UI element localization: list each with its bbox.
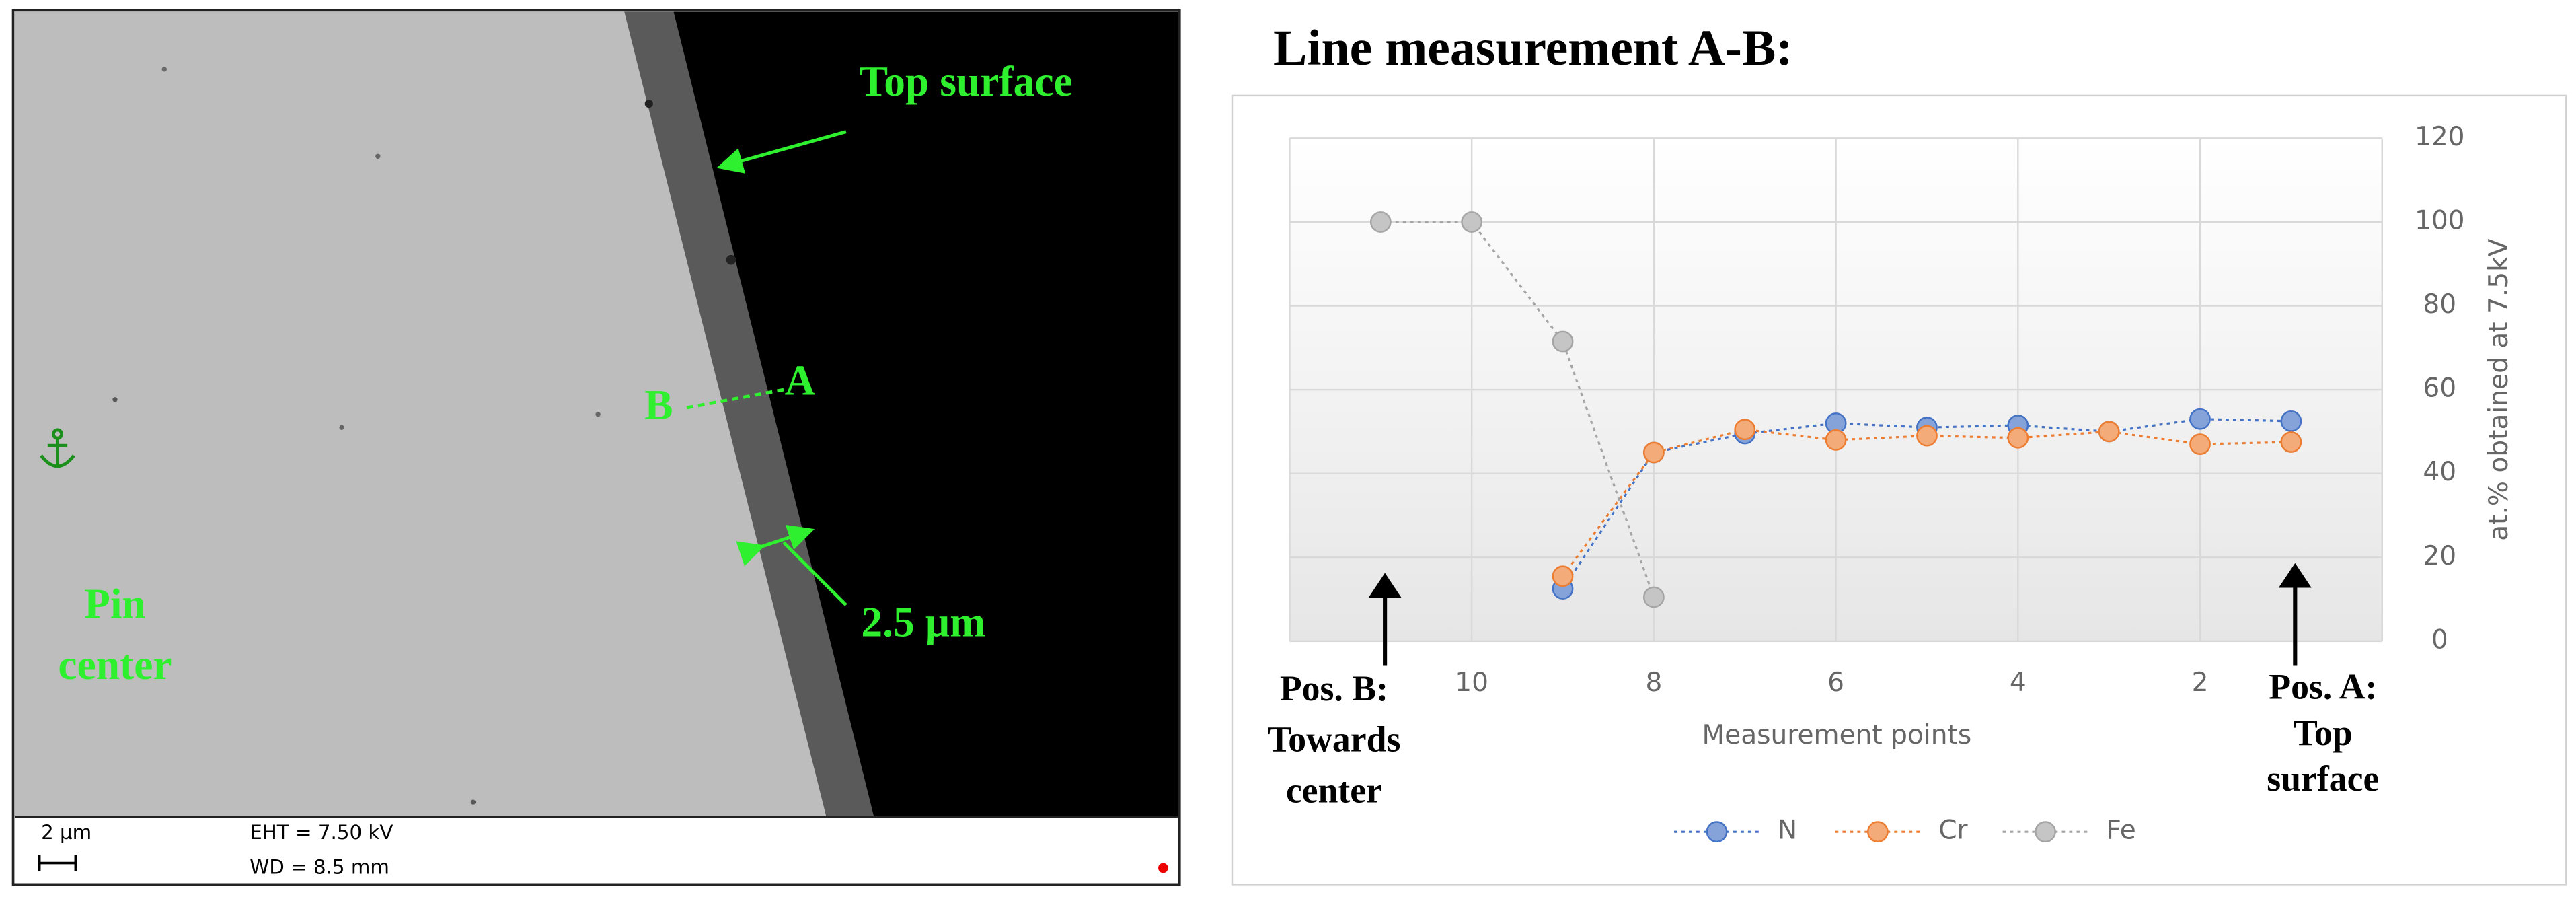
image-label: center: [58, 641, 172, 688]
sem-image: Top surface A B 2.5 µm Pin center 2 µm E…: [11, 9, 1181, 886]
image-label: A: [785, 356, 816, 404]
x-tick-label: 6: [1827, 668, 1844, 698]
legend-marker: [1706, 821, 1728, 843]
image-label: Top surface: [860, 57, 1073, 105]
data-point: [1461, 211, 1483, 233]
info-text: WD = 8.5 mm: [250, 855, 389, 878]
series-line: [1380, 221, 1655, 598]
data-point: [2280, 410, 2302, 432]
y-tick-label: 120: [2415, 122, 2465, 152]
y-tick-label: 0: [2431, 624, 2448, 655]
legend-label: N: [1778, 816, 1797, 846]
x-tick-label: 10: [1455, 668, 1488, 698]
y-tick-label: 20: [2423, 541, 2456, 571]
y-axis-label: at.% obtained at 7.5kV: [2484, 238, 2514, 541]
annotation: Pos. B:: [1280, 668, 1388, 709]
legend-label: Cr: [1938, 816, 1968, 846]
legend-marker: [2035, 821, 2056, 843]
y-tick-label: 80: [2423, 289, 2456, 320]
annotation: Towards: [1267, 719, 1400, 760]
legend-marker: [1867, 821, 1889, 843]
x-axis-label: Measurement points: [1702, 720, 1971, 750]
data-point: [1552, 330, 1574, 353]
info-text: EHT = 7.50 kV: [250, 821, 393, 844]
annotation: Pos. A:: [2269, 666, 2377, 707]
y-tick-label: 40: [2423, 457, 2456, 487]
image-label: B: [644, 381, 673, 429]
y-tick-label: 60: [2423, 373, 2456, 404]
data-point: [1825, 429, 1847, 451]
chart-title: Line measurement A-B:: [1273, 20, 1793, 76]
data-point: [2189, 433, 2211, 455]
annotation: center: [1286, 770, 1382, 810]
x-tick-label: 8: [1645, 668, 1662, 698]
legend-label: Fe: [2106, 816, 2135, 846]
data-point: [1643, 441, 1665, 464]
annotation: surface: [2267, 758, 2379, 799]
x-tick-label: 2: [2192, 668, 2209, 698]
data-point: [1643, 586, 1665, 608]
series-line: [1562, 418, 2291, 589]
data-point: [1916, 425, 1938, 447]
data-point: [2189, 408, 2211, 430]
data-point: [1552, 565, 1574, 587]
data-point: [1734, 419, 1756, 441]
annotation: Top: [2294, 713, 2353, 753]
image-label: 2.5 µm: [861, 598, 985, 645]
y-tick-label: 100: [2415, 205, 2465, 236]
data-point: [2098, 421, 2120, 443]
image-label: Pin: [84, 580, 146, 628]
data-point: [1369, 211, 1392, 233]
data-point: [2280, 431, 2302, 453]
scale-label: 2 µm: [41, 821, 91, 844]
data-point: [2007, 427, 2029, 449]
x-tick-label: 4: [2010, 668, 2026, 698]
